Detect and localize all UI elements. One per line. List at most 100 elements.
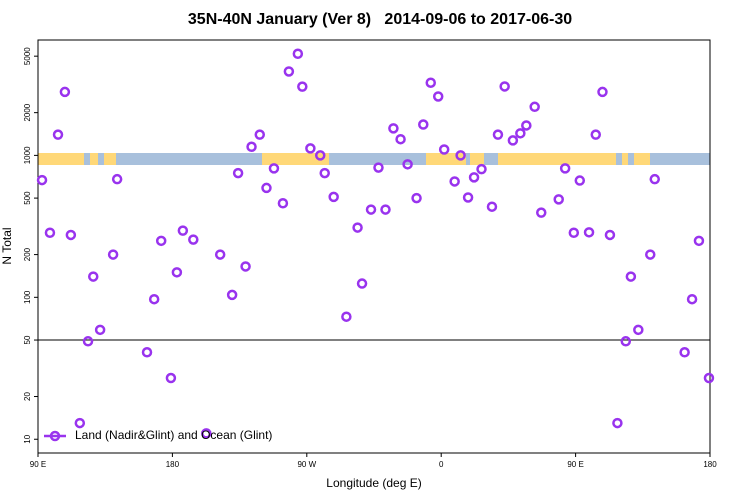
data-point <box>240 261 251 272</box>
data-point <box>65 229 77 241</box>
data-point <box>319 167 330 179</box>
data-point <box>365 204 377 215</box>
data-point <box>703 372 715 384</box>
data-point <box>74 417 86 429</box>
x-tick-label: 90 E <box>30 460 46 469</box>
data-point <box>356 278 368 289</box>
data-point <box>449 176 460 187</box>
land-band <box>622 153 628 165</box>
data-point <box>314 150 326 161</box>
legend-label: Land (Nadir&Glint) and Ocean (Glint) <box>75 428 272 442</box>
data-point <box>36 174 48 186</box>
y-tick-label: 10 <box>23 434 32 443</box>
x-axis-label: Longitude (deg E) <box>326 476 421 490</box>
data-point <box>507 135 519 146</box>
data-point <box>536 207 547 218</box>
data-point <box>305 143 316 154</box>
data-point <box>553 194 564 205</box>
data-point <box>462 192 474 203</box>
data-point <box>171 267 183 278</box>
data-point <box>411 192 422 204</box>
data-point <box>612 417 623 429</box>
data-point <box>352 222 363 233</box>
y-tick-label: 100 <box>23 290 32 304</box>
data-point <box>380 204 391 215</box>
data-point <box>395 133 406 145</box>
land-band <box>38 153 84 165</box>
data-point <box>604 229 616 241</box>
x-tick-label: 90 E <box>567 460 583 469</box>
data-point <box>693 235 705 247</box>
data-point <box>261 182 272 194</box>
data-point <box>679 347 690 358</box>
data-point <box>246 141 257 153</box>
data-point <box>597 86 608 98</box>
x-tick-label: 0 <box>439 460 444 469</box>
land-band <box>634 153 650 165</box>
data-point <box>88 271 99 282</box>
data-point <box>44 227 56 239</box>
chart-title: 35N-40N January (Ver 8) 2014-09-06 to 20… <box>188 11 572 28</box>
data-point <box>625 271 637 282</box>
data-point <box>148 293 160 305</box>
data-point <box>515 128 526 139</box>
data-point <box>268 163 280 174</box>
y-tick-label: 200 <box>23 247 32 261</box>
data-point <box>165 372 177 384</box>
data-point <box>373 162 384 173</box>
data-point <box>438 144 450 155</box>
y-tick-label: 1000 <box>23 146 32 164</box>
data-point <box>590 129 602 140</box>
data-point <box>155 235 167 247</box>
y-axis-label: N Total <box>0 227 14 264</box>
data-point <box>455 150 466 161</box>
data-point <box>283 66 295 77</box>
land-band <box>262 153 329 165</box>
data-point <box>486 201 498 212</box>
data-point <box>226 289 238 301</box>
land-band <box>498 153 616 165</box>
y-tick-label: 2000 <box>23 103 32 121</box>
data-point <box>188 234 199 245</box>
x-tick-label: 90 W <box>297 460 316 469</box>
data-point <box>633 324 644 336</box>
data-point <box>559 163 571 174</box>
data-point <box>492 129 504 140</box>
data-point <box>649 173 660 185</box>
data-point <box>82 336 94 347</box>
data-point <box>292 48 304 60</box>
data-point <box>214 249 226 260</box>
data-point <box>328 191 339 203</box>
land-band <box>470 153 484 165</box>
data-point <box>232 167 244 179</box>
land-band <box>104 153 116 165</box>
legend-marker <box>49 430 61 442</box>
y-tick-label: 5000 <box>23 47 32 65</box>
data-point <box>583 227 595 238</box>
data-point <box>341 311 352 322</box>
data-point <box>107 249 119 260</box>
data-point <box>521 120 532 131</box>
data-point <box>686 293 698 305</box>
data-point <box>468 172 480 183</box>
data-point <box>402 159 413 170</box>
data-point <box>388 123 399 134</box>
data-point <box>476 163 487 175</box>
data-point <box>297 81 308 92</box>
data-point <box>201 428 212 439</box>
y-tick-label: 50 <box>23 335 32 344</box>
data-point <box>177 225 189 236</box>
y-tick-label: 500 <box>23 191 32 205</box>
y-tick-label: 20 <box>23 392 32 401</box>
data-point <box>141 347 153 358</box>
data-point <box>59 86 71 98</box>
surface-strip <box>38 153 710 165</box>
data-point <box>568 227 580 239</box>
data-point <box>574 175 586 186</box>
data-point <box>529 101 540 113</box>
data-point <box>277 197 289 209</box>
data-point <box>432 91 444 102</box>
data-point <box>499 81 510 92</box>
land-band <box>90 153 98 165</box>
